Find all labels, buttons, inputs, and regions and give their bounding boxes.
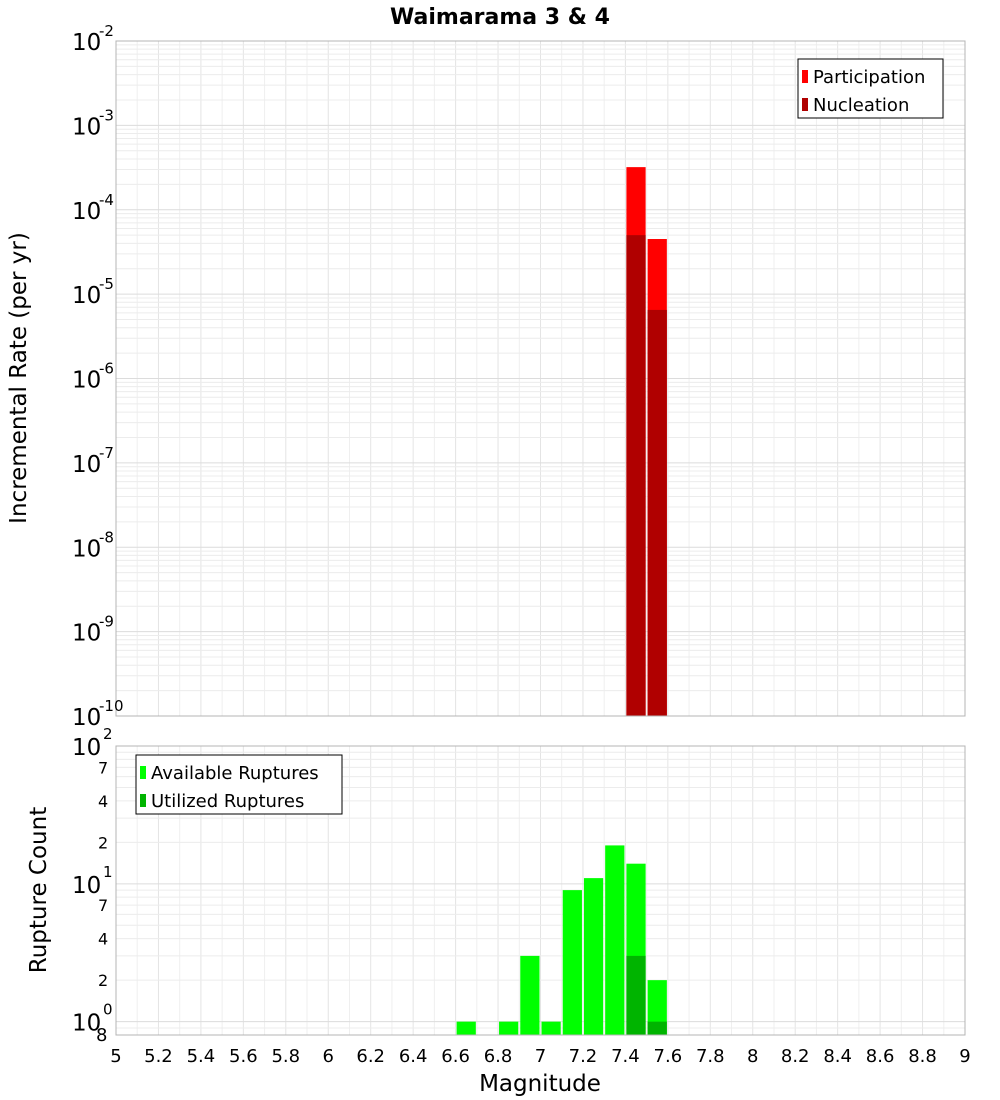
top-y-tick-label: 10 xyxy=(72,621,101,647)
available-ruptures-bar xyxy=(605,845,625,1035)
bottom-y-tick-exponent: 2 xyxy=(103,725,113,743)
legend-box xyxy=(135,754,343,815)
x-tick-label: 7.6 xyxy=(654,1046,683,1067)
x-tick-label: 6.6 xyxy=(441,1046,470,1067)
top-y-tick-exponent: -4 xyxy=(99,191,114,209)
bottom-y-tick-label: 10 xyxy=(72,735,101,761)
top-y-tick-label: 10 xyxy=(72,283,101,309)
legend-label: Utilized Ruptures xyxy=(151,791,304,812)
chart-title: Waimarama 3 & 4 xyxy=(390,5,610,30)
x-tick-label: 7.8 xyxy=(696,1046,725,1067)
bottom-y-minor-tick-label: 4 xyxy=(98,930,108,949)
utilized-bars xyxy=(626,955,667,1035)
legend-label: Participation xyxy=(813,67,925,88)
utilized-ruptures-bar xyxy=(647,1021,667,1035)
bottom-y-tick-label: 10 xyxy=(72,1011,101,1037)
nucleation-bars xyxy=(626,235,667,716)
legend-label: Nucleation xyxy=(813,95,909,116)
utilized-ruptures-bar xyxy=(626,955,646,1035)
nucleation-bar xyxy=(626,235,646,716)
top-grid xyxy=(115,40,966,717)
legend-box xyxy=(797,58,944,119)
x-tick-label: 5.2 xyxy=(144,1046,173,1067)
x-tick-label: 8 xyxy=(747,1046,758,1067)
top-y-tick-label: 10 xyxy=(72,705,101,731)
available-ruptures-bar xyxy=(647,980,667,1035)
x-tick-label: 5.8 xyxy=(271,1046,300,1067)
x-tick-label: 9 xyxy=(959,1046,970,1067)
available-ruptures-bar xyxy=(583,878,604,1035)
available-ruptures-bar xyxy=(520,955,540,1035)
available-ruptures-bar xyxy=(541,1021,561,1035)
bottom-y-minor-tick-label: 2 xyxy=(98,833,108,852)
x-tick-label: 8.2 xyxy=(781,1046,810,1067)
legend-swatch xyxy=(140,794,146,807)
top-y-tick-exponent: -5 xyxy=(99,275,114,293)
top-y-axis-label: Incremental Rate (per yr) xyxy=(6,232,32,524)
bottom-y-tick-exponent: 0 xyxy=(103,1001,113,1019)
top-y-tick-label: 10 xyxy=(72,199,101,225)
x-tick-label: 6.8 xyxy=(484,1046,513,1067)
top-y-tick-exponent: -7 xyxy=(99,444,114,462)
top-plot-frame xyxy=(115,40,966,717)
legend-label: Available Ruptures xyxy=(151,763,319,784)
legend-swatch xyxy=(140,766,146,779)
legend-swatch xyxy=(802,70,808,83)
top-y-tick-label: 10 xyxy=(72,114,101,140)
nucleation-bar xyxy=(647,309,667,716)
bottom-y-minor-tick-label: 4 xyxy=(98,792,108,811)
x-tick-label: 8.8 xyxy=(908,1046,937,1067)
bottom-legend: Available Ruptures Utilized Ruptures xyxy=(135,754,343,815)
available-ruptures-bar xyxy=(562,890,582,1035)
bottom-y-tick-label: 10 xyxy=(72,873,101,899)
legend-swatch xyxy=(802,98,808,111)
bottom-y-axis-label: Rupture Count xyxy=(26,807,52,973)
x-tick-label: 5 xyxy=(110,1046,121,1067)
top-y-tick-label: 10 xyxy=(72,368,101,394)
top-y-tick-label: 10 xyxy=(72,452,101,478)
bottom-y-minor-tick-label: 8 xyxy=(96,1025,107,1046)
x-tick-label: 5.6 xyxy=(229,1046,258,1067)
bottom-y-tick-exponent: 1 xyxy=(103,863,113,881)
top-y-tick-label: 10 xyxy=(72,30,101,56)
bottom-y-minor-tick-label: 2 xyxy=(98,971,108,990)
bottom-y-minor-tick-label: 7 xyxy=(98,758,108,777)
x-tick-label: 6 xyxy=(323,1046,334,1067)
bottom-plot-frame xyxy=(115,745,966,1036)
top-y-tick-label: 10 xyxy=(72,536,101,562)
top-y-tick-exponent: -10 xyxy=(99,697,124,715)
available-ruptures-bar xyxy=(456,1021,476,1035)
available-ruptures-bar xyxy=(499,1021,519,1035)
top-y-tick-exponent: -2 xyxy=(99,22,114,40)
top-y-tick-exponent: -3 xyxy=(99,106,114,124)
x-tick-label: 8.4 xyxy=(823,1046,852,1067)
x-ticks: 5 5.2 5.4 5.6 5.8 6 6.2 6.4 6.6 6.8 7 7.2 7.4 7.6 7.8 8… xyxy=(110,1046,970,1067)
top-y-tick-exponent: -9 xyxy=(99,613,114,631)
x-tick-label: 7 xyxy=(535,1046,546,1067)
x-tick-label: 7.4 xyxy=(611,1046,640,1067)
x-tick-label: 8.6 xyxy=(866,1046,895,1067)
x-tick-label: 7.2 xyxy=(569,1046,598,1067)
x-tick-label: 6.4 xyxy=(399,1046,428,1067)
x-axis-label: Magnitude xyxy=(479,1071,601,1097)
bottom-y-minor-tick-label: 7 xyxy=(98,896,108,915)
x-tick-label: 5.4 xyxy=(187,1046,216,1067)
x-tick-label: 6.2 xyxy=(356,1046,385,1067)
top-y-tick-exponent: -8 xyxy=(99,528,114,546)
top-y-tick-exponent: -6 xyxy=(99,360,114,378)
top-legend: Participation Nucleation xyxy=(797,58,944,119)
